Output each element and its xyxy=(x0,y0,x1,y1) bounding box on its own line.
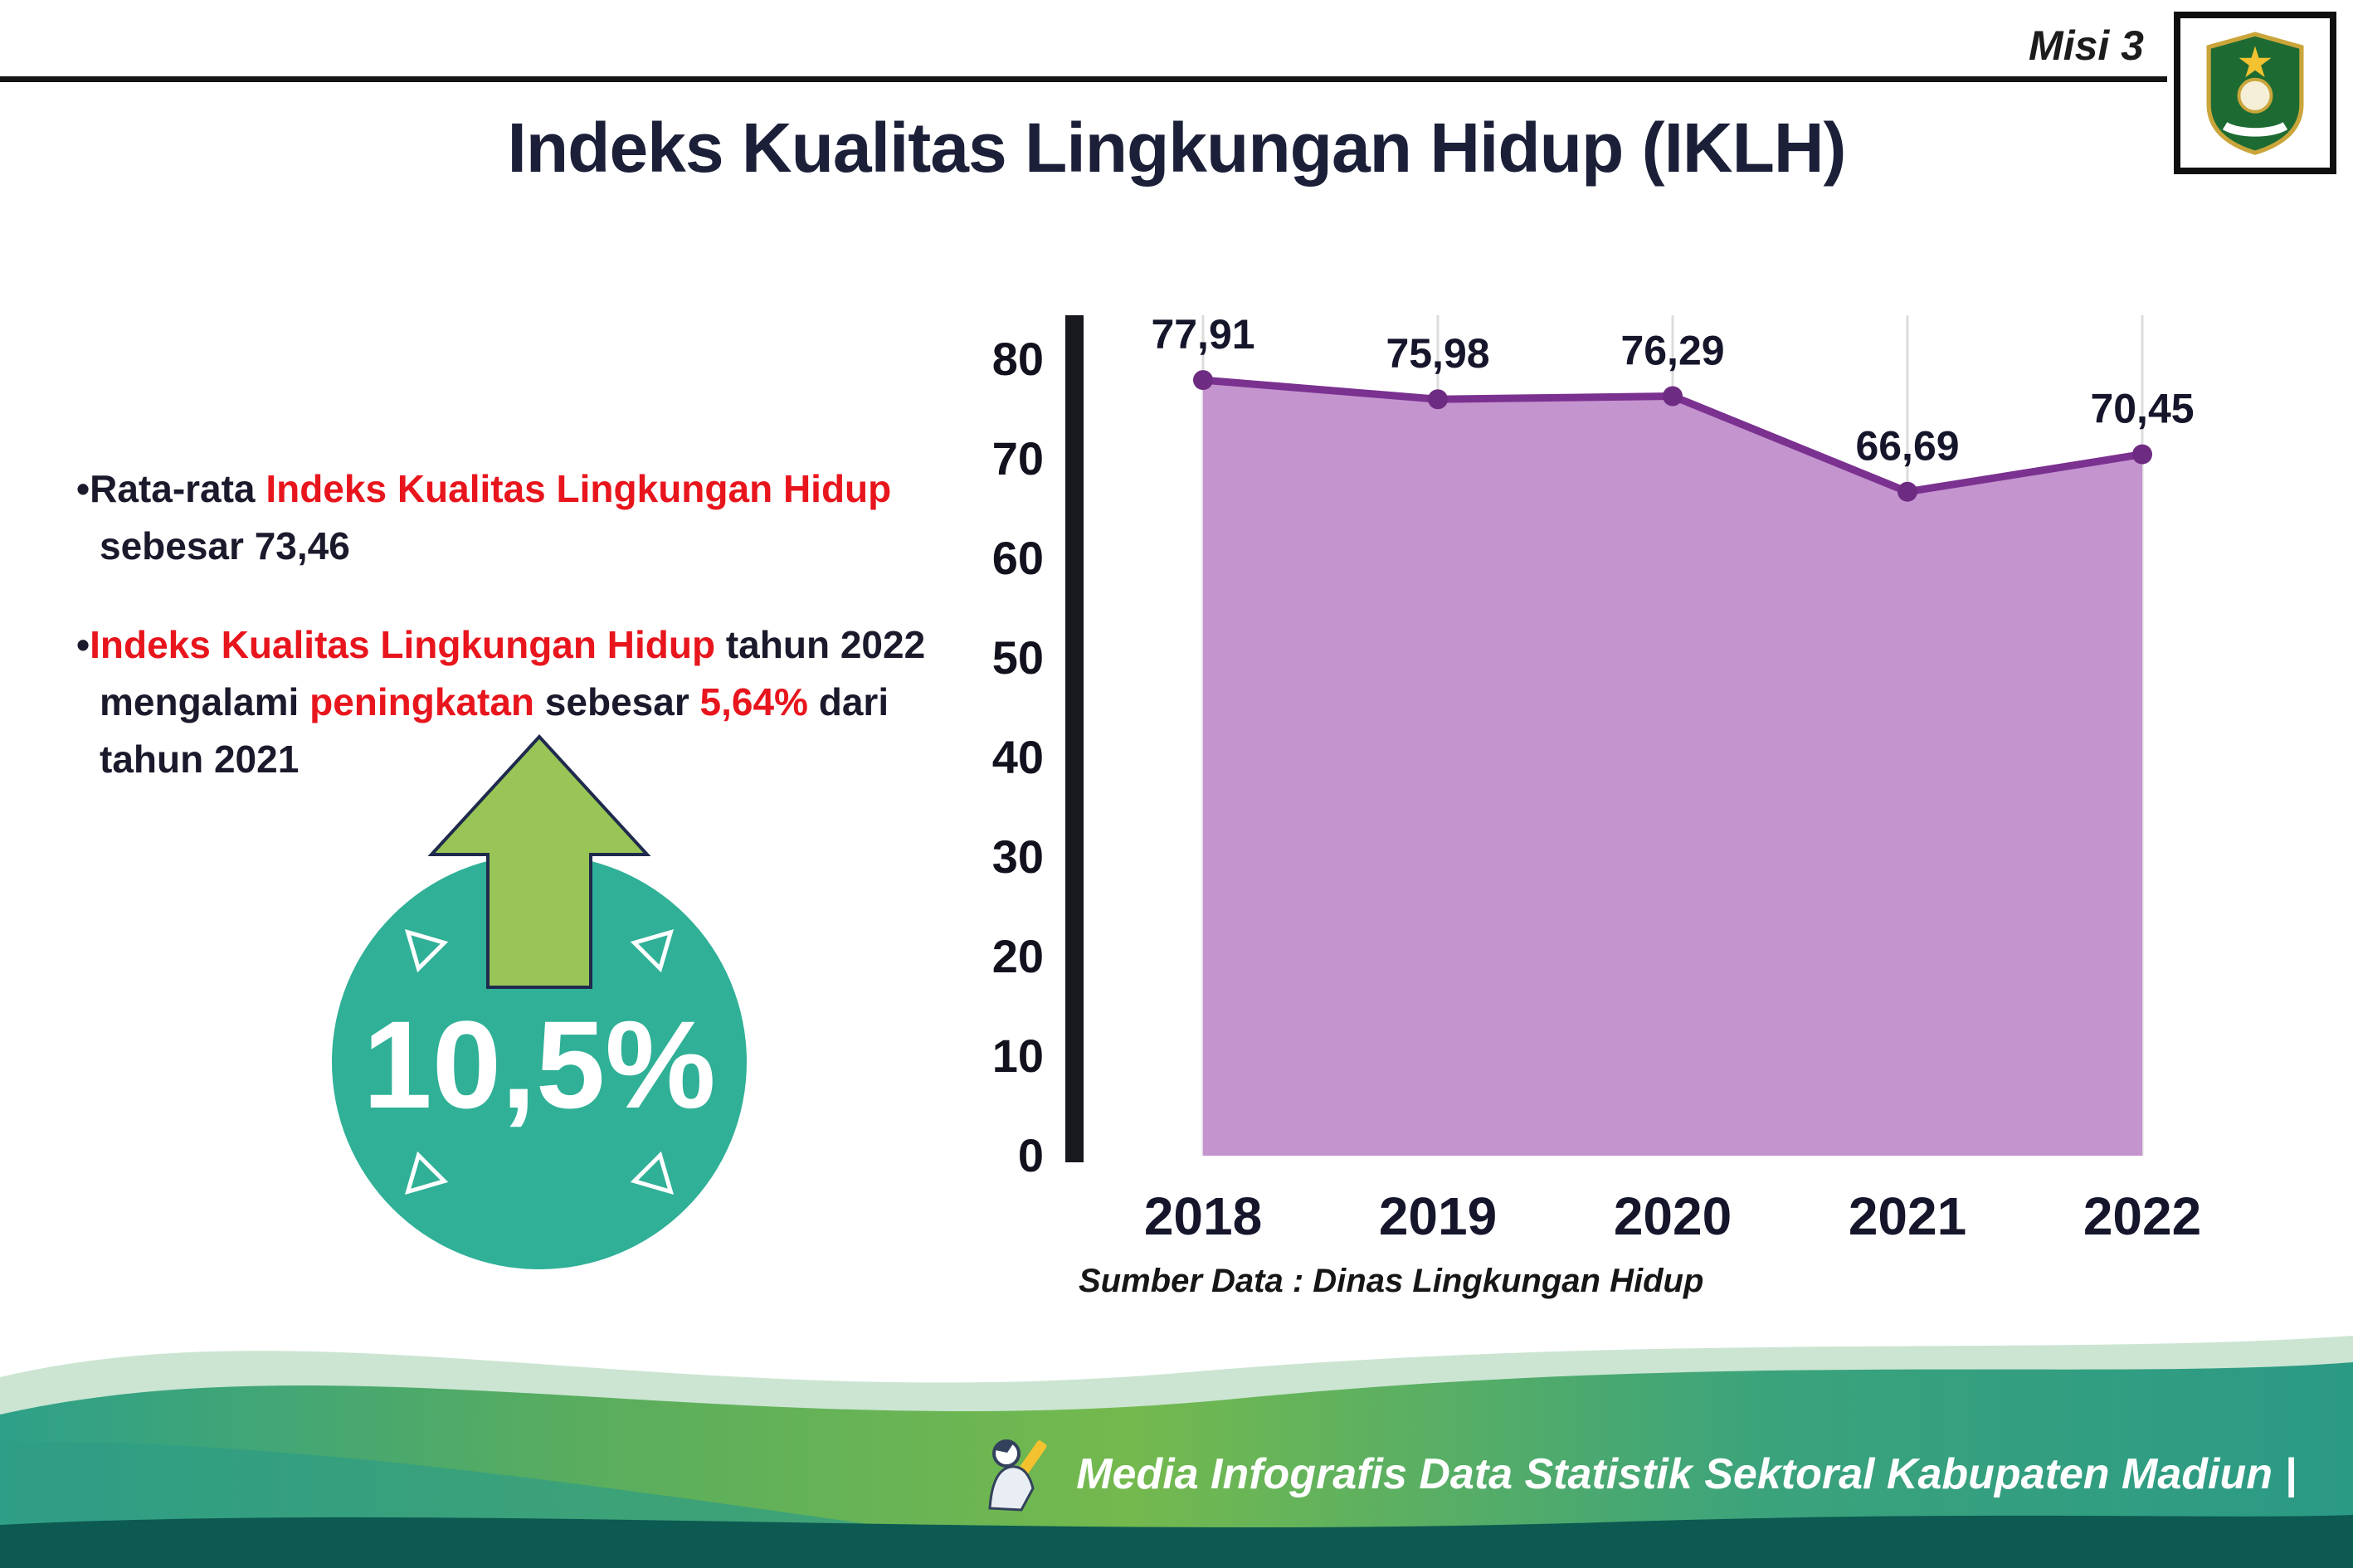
increase-badge-graphic: 10,5% xyxy=(332,734,747,1269)
chart-source-note: Sumber Data : Dinas Lingkungan Hidup xyxy=(1079,1263,1704,1299)
header-rule xyxy=(0,76,2167,82)
bullet-text: sebesar xyxy=(534,680,700,723)
ytick-label: 20 xyxy=(992,930,1044,982)
mascot-writer-icon xyxy=(988,1439,1047,1512)
bullet-dot: • xyxy=(76,467,90,510)
value-label: 77,91 xyxy=(1151,311,1254,358)
value-label: 66,69 xyxy=(1855,423,1959,470)
data-point xyxy=(1898,481,1917,502)
misi-label: Misi 3 xyxy=(2029,22,2144,69)
crest-star-icon xyxy=(2239,46,2272,78)
data-point xyxy=(1663,386,1683,407)
bullet-text-highlight: Indeks Kualitas Lingkungan Hidup xyxy=(266,467,892,510)
ytick-label: 0 xyxy=(1018,1129,1044,1181)
value-label: 70,45 xyxy=(2090,386,2194,432)
bullet-text-highlight: Indeks Kualitas Lingkungan Hidup xyxy=(90,623,716,666)
xtick-label: 2020 xyxy=(1614,1186,1732,1246)
increase-badge: 10,5% xyxy=(307,730,772,1278)
data-point xyxy=(2132,444,2152,465)
value-label: 75,98 xyxy=(1386,330,1489,377)
bullet-increase-2022: •Indeks Kualitas Lingkungan Hidup tahun … xyxy=(76,616,989,788)
area-fill xyxy=(1203,380,2142,1156)
badge-triangle-decorations xyxy=(404,928,675,1195)
crest-center-icon xyxy=(2237,77,2273,114)
badge-circle xyxy=(332,855,747,1269)
ytick-label: 60 xyxy=(992,532,1044,584)
bullet-dot: • xyxy=(76,623,90,666)
ytick-label: 30 xyxy=(992,830,1044,883)
xtick-label: 2022 xyxy=(2083,1186,2201,1246)
ytick-label: 40 xyxy=(992,731,1044,783)
crest-ribbon xyxy=(2222,121,2288,137)
bullet-text: tahun 2022 mengalami xyxy=(100,623,926,723)
ytick-label: 10 xyxy=(992,1030,1044,1082)
value-label: 76,29 xyxy=(1620,328,1724,374)
badge-value: 10,5% xyxy=(363,995,715,1134)
y-axis-bar xyxy=(1065,315,1084,1162)
iklh-chart: 77,91 75,98 76,29 66,69 70,45 0 10 20 30 40 50 60 70… xyxy=(979,290,2257,1394)
bullet-text: Rata-rata xyxy=(90,467,266,510)
ytick-label: 70 xyxy=(992,432,1044,485)
footer-wave-dark-strip xyxy=(0,1515,2353,1568)
footer-credit: Media Infografis Data Statistik Sektoral… xyxy=(975,1429,2297,1520)
ytick-label: 50 xyxy=(992,631,1044,684)
bullet-text: sebesar 73,46 xyxy=(100,524,350,567)
ytick-label: 80 xyxy=(992,333,1044,385)
footer-credit-text: Media Infografis Data Statistik Sektoral… xyxy=(1076,1450,2297,1498)
arrow-up-icon xyxy=(427,734,651,989)
bullet-text-highlight: peningkatan xyxy=(309,680,535,723)
iklh-chart-svg: 77,91 75,98 76,29 66,69 70,45 0 10 20 30 40 50 60 70… xyxy=(992,311,2201,1246)
xtick-label: 2018 xyxy=(1144,1186,1262,1246)
data-point xyxy=(1193,370,1213,391)
footer-waves xyxy=(0,1336,2353,1568)
xtick-label: 2021 xyxy=(1849,1186,1966,1246)
summary-bullets: •Rata-rata Indeks Kualitas Lingkungan Hi… xyxy=(76,460,989,830)
page-title: Indeks Kualitas Lingkungan Hidup (IKLH) xyxy=(507,109,1846,187)
kabupaten-madiun-crest xyxy=(2206,32,2304,155)
xtick-label: 2019 xyxy=(1379,1186,1497,1246)
bullet-average-iklh: •Rata-rata Indeks Kualitas Lingkungan Hi… xyxy=(76,460,989,575)
kabupaten-madiun-logo xyxy=(2174,12,2336,174)
bullet-text-highlight: 5,64% xyxy=(699,680,808,723)
data-point xyxy=(1428,389,1448,410)
bullet-text: dari tahun 2021 xyxy=(100,680,889,781)
